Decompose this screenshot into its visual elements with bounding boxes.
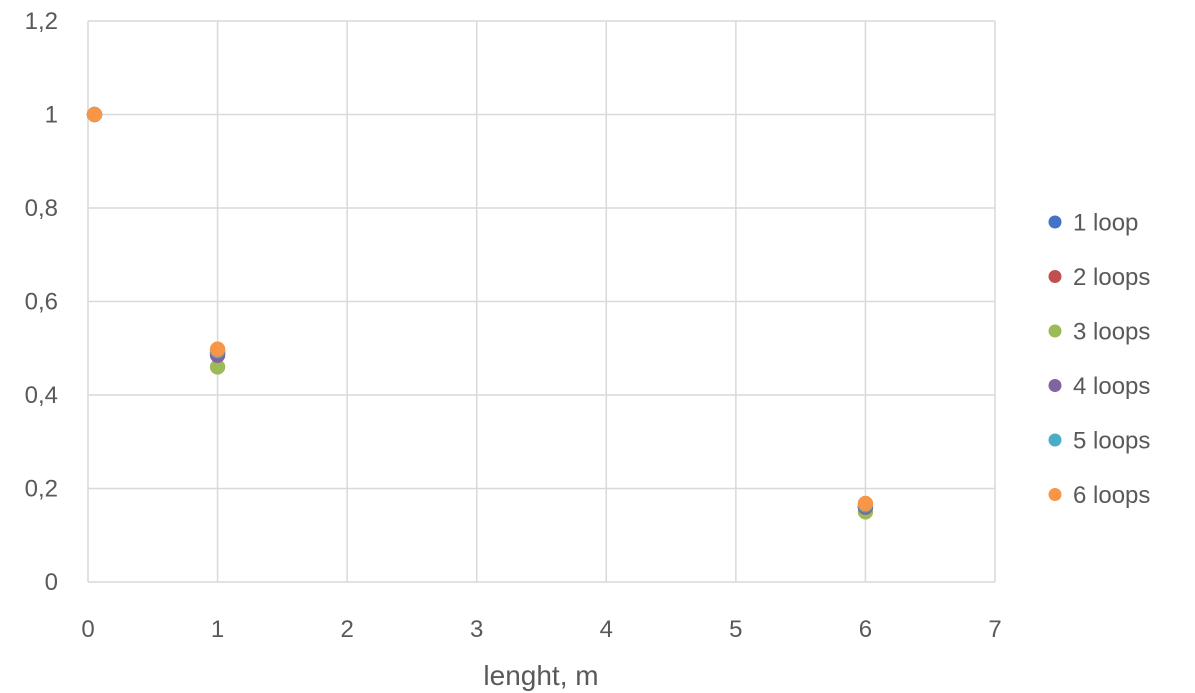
x-tick-labels: 0 1 2 3 4 5 6 7 bbox=[81, 616, 1001, 643]
y-tick-label: 0,4 bbox=[25, 382, 58, 409]
legend: 1 loop 2 loops 3 loops 4 loops 5 loops 6 loop… bbox=[1048, 210, 1150, 509]
y-tick-label: 1 bbox=[45, 102, 58, 129]
y-tick-label: 1,2 bbox=[25, 8, 58, 35]
data-points bbox=[86, 106, 874, 520]
x-tick-label: 3 bbox=[470, 616, 483, 643]
y-tick-labels: 0 0,2 0,4 0,6 0,8 1 1,2 bbox=[25, 8, 58, 596]
legend-marker bbox=[1048, 488, 1062, 501]
data-point bbox=[857, 495, 874, 512]
series-3 bbox=[86, 106, 874, 520]
legend-label: 6 loops bbox=[1073, 482, 1150, 509]
legend-marker bbox=[1048, 270, 1062, 283]
legend-marker bbox=[1048, 433, 1062, 447]
x-axis-title: lenght, m bbox=[483, 660, 598, 691]
series-6 bbox=[86, 106, 874, 512]
legend-item: 6 loops bbox=[1048, 482, 1150, 509]
y-tick-label: 0,2 bbox=[25, 476, 58, 503]
legend-marker bbox=[1048, 324, 1062, 338]
data-point bbox=[86, 106, 103, 123]
series-5 bbox=[86, 106, 874, 513]
series-1 bbox=[86, 106, 874, 515]
x-tick-label: 0 bbox=[81, 616, 94, 643]
legend-item: 5 loops bbox=[1048, 428, 1150, 455]
legend-label: 5 loops bbox=[1073, 428, 1150, 455]
legend-label: 2 loops bbox=[1073, 264, 1150, 291]
legend-label: 3 loops bbox=[1073, 319, 1150, 346]
x-tick-label: 5 bbox=[729, 616, 742, 643]
data-point bbox=[209, 341, 226, 357]
x-tick-label: 6 bbox=[859, 616, 872, 643]
legend-label: 4 loops bbox=[1073, 373, 1150, 400]
series-2 bbox=[86, 106, 874, 515]
legend-item: 4 loops bbox=[1048, 373, 1150, 400]
x-tick-label: 1 bbox=[211, 616, 224, 643]
legend-marker bbox=[1048, 215, 1062, 229]
series-4 bbox=[86, 106, 874, 515]
x-tick-label: 2 bbox=[340, 616, 353, 643]
legend-label: 1 loop bbox=[1073, 210, 1138, 237]
legend-item: 2 loops bbox=[1048, 264, 1150, 291]
y-tick-label: 0,6 bbox=[25, 289, 58, 316]
x-tick-label: 4 bbox=[600, 616, 613, 643]
grid-lines bbox=[87, 20, 996, 583]
legend-marker bbox=[1048, 379, 1062, 392]
legend-item: 3 loops bbox=[1048, 319, 1150, 346]
legend-item: 1 loop bbox=[1048, 210, 1138, 237]
y-tick-label: 0 bbox=[45, 569, 58, 596]
y-tick-label: 0,8 bbox=[25, 195, 58, 222]
x-tick-label: 7 bbox=[988, 616, 1001, 643]
